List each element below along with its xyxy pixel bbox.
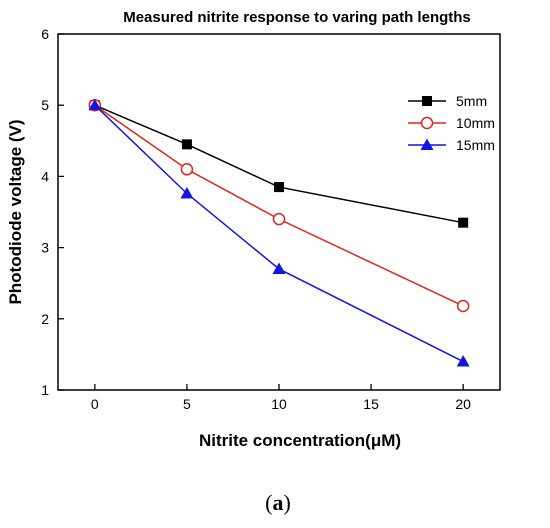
x-tick-label: 0: [91, 396, 99, 412]
caption-close-paren: ): [284, 490, 291, 515]
chart-title: Measured nitrite response to varing path…: [123, 9, 471, 26]
legend-label: 5mm: [456, 93, 487, 109]
caption-letter: a: [273, 490, 284, 515]
legend-marker: [420, 138, 434, 150]
tick-marks: 0 5 10 15 20 1 2 3 4 5 6: [41, 26, 471, 412]
caption-open-paren: (: [265, 490, 272, 515]
y-axis-label: Photodiode voltage (V): [6, 119, 25, 304]
series-line: [94, 104, 464, 307]
legend-item: 15mm: [408, 137, 495, 153]
plot-frame: [57, 33, 501, 391]
legend: 5mm 10mm 15mm: [408, 93, 495, 153]
series-15mm: [94, 104, 464, 363]
y-tick-label: 3: [41, 240, 49, 256]
data-point: [274, 182, 284, 193]
series-line: [94, 104, 464, 363]
y-tick-label: 5: [41, 97, 49, 113]
series-markers-5mm: [89, 100, 469, 228]
data-point: [180, 186, 194, 199]
data-point: [456, 299, 470, 313]
data-point: [88, 98, 102, 111]
legend-item: 5mm: [408, 93, 487, 109]
data-point: [458, 217, 469, 228]
data-point: [272, 212, 286, 226]
x-tick-label: 20: [455, 396, 471, 412]
data-point: [181, 139, 192, 150]
legend-marker: [422, 96, 432, 106]
series-5mm: [94, 104, 464, 224]
data-point: [456, 355, 470, 367]
y-tick-label: 6: [41, 26, 49, 42]
figure-caption: (a): [265, 490, 291, 515]
legend-label: 10mm: [456, 115, 495, 131]
legend-label: 15mm: [456, 137, 495, 153]
series-layer: [88, 98, 470, 367]
x-axis-label: Nitrite concentration(μM): [199, 431, 401, 450]
series-markers-15mm: [88, 98, 470, 367]
legend-item: 10mm: [408, 115, 495, 131]
y-tick-label: 2: [41, 311, 49, 327]
x-tick-label: 10: [271, 396, 287, 412]
series-10mm: [94, 104, 464, 307]
y-tick-label: 1: [41, 382, 49, 398]
legend-marker: [420, 116, 434, 130]
x-tick-label: 15: [363, 396, 379, 412]
plot-area: 0 5 10 15 20 1 2 3 4 5 6 5mm 10mm 15mm: [41, 26, 501, 412]
series-markers-10mm: [88, 98, 470, 313]
series-line: [94, 104, 464, 224]
data-point: [272, 262, 286, 274]
data-point: [180, 163, 194, 176]
x-tick-label: 5: [183, 396, 191, 412]
y-tick-label: 4: [41, 168, 49, 184]
